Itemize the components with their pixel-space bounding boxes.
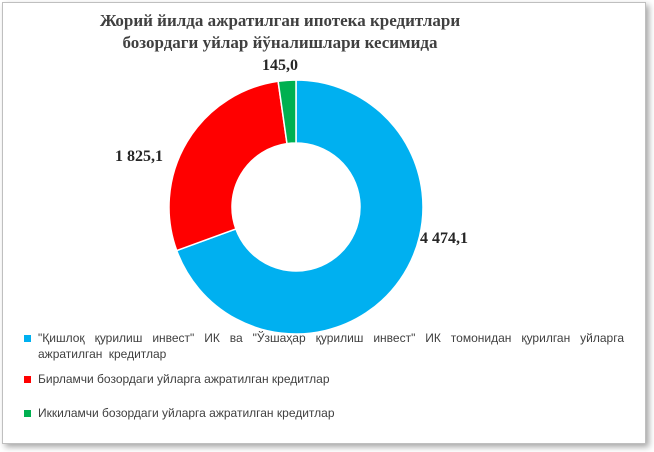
chart-title-line-2: бозордаги уйлар йўналишлари кесимида	[122, 33, 438, 52]
legend-item-2: Бирламчи бозордаги уйларга ажратилган кр…	[24, 371, 624, 387]
donut-slice-1	[175, 79, 424, 335]
legend-item-1: "Қишлоқ қурилиш инвест" ИК ва "Ўзшаҳар қ…	[24, 330, 624, 362]
data-label-slice-2: 1 825,1	[115, 148, 163, 165]
legend-label-2: Бирламчи бозордаги уйларга ажратилган кр…	[38, 372, 330, 386]
chart-area	[2, 2, 646, 444]
donut-slice-2	[168, 80, 288, 252]
data-label-slice-1: 4 474,1	[420, 230, 468, 247]
legend: "Қишлоқ қурилиш инвест" ИК ва "Ўзшаҳар қ…	[24, 330, 624, 421]
donut-slice-3	[277, 79, 297, 145]
data-label-slice-3: 145,0	[262, 57, 298, 74]
legend-label-3: Иккиламчи бозордаги уйларга ажратилган к…	[38, 406, 335, 420]
chart-title: Жорий йилда ажратилган ипотека кредитлар…	[20, 10, 540, 54]
legend-item-3: Иккиламчи бозордаги уйларга ажратилган к…	[24, 405, 624, 421]
legend-swatch-3	[24, 410, 31, 417]
chart-title-line-1: Жорий йилда ажратилган ипотека кредитлар…	[99, 11, 461, 30]
legend-swatch-2	[24, 376, 31, 383]
legend-label-1: "Қишлоқ қурилиш инвест" ИК ва "Ўзшаҳар қ…	[38, 331, 624, 361]
legend-swatch-1	[24, 335, 31, 342]
